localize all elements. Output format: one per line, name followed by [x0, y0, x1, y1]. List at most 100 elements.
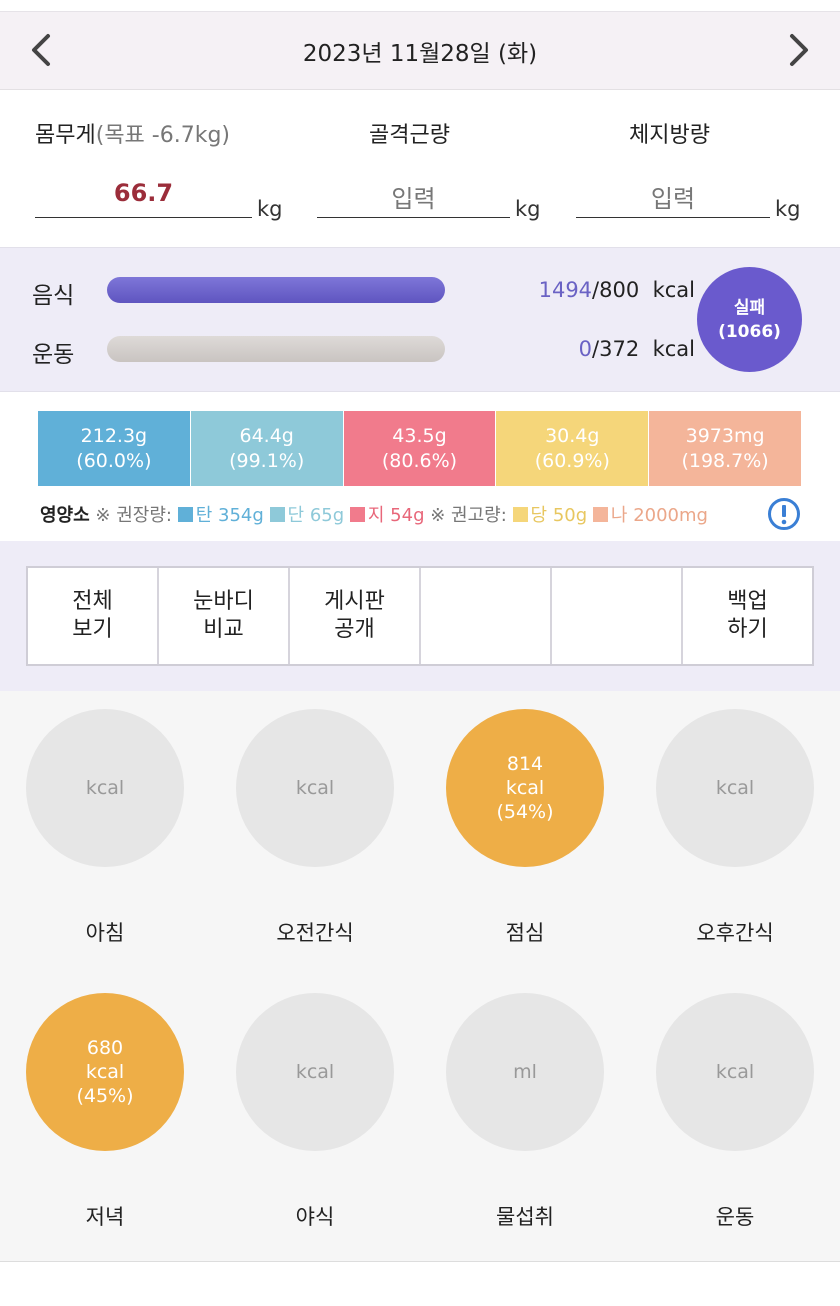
- carb-value: 212.3g: [80, 424, 148, 447]
- am-snack-label: 오전간식: [276, 921, 354, 945]
- sodium-value: 3973mg: [685, 424, 765, 447]
- protein-cell: 64.4g (99.1%): [190, 411, 344, 486]
- eye-body-compare-button[interactable]: 눈바디 비교: [159, 568, 290, 664]
- dinner-kcal-value: 680: [86, 1037, 124, 1059]
- carb-pct: (60.0%): [76, 449, 152, 472]
- exercise-meal-label: 운동: [715, 1205, 755, 1229]
- legend-sugar-swatch: [512, 507, 528, 522]
- weight-header: 몸무게(목표 -6.7kg): [35, 117, 230, 149]
- lunch-kcal-unit: kcal: [505, 777, 545, 799]
- food-target: /800: [592, 278, 640, 302]
- exercise-unit: kcal: [652, 337, 695, 361]
- legend-protein-swatch: [269, 507, 285, 522]
- food-current: 1494: [538, 278, 593, 302]
- am-snack-kcal: kcal: [295, 777, 335, 799]
- carb-cell: 212.3g (60.0%): [38, 411, 191, 486]
- exercise-calories: 0/372 kcal: [579, 337, 695, 361]
- dinner-label: 저녁: [85, 1205, 125, 1229]
- pm-snack-label: 오후간식: [696, 921, 774, 945]
- night-snack-circle[interactable]: kcal: [236, 993, 394, 1151]
- fat-unit: kg: [775, 197, 801, 221]
- nutrient-legend: 영양소 ※ 권장량: 탄 354g 단 65g 지 54g ※ 권고량: 당 5…: [40, 501, 708, 527]
- exercise-label: 운동: [32, 342, 75, 368]
- legend-advised: ※ 권고량:: [430, 505, 507, 526]
- nutrient-section: 212.3g (60.0%) 64.4g (99.1%) 43.5g (80.6%) …: [0, 393, 840, 541]
- info-circle-icon[interactable]: [767, 497, 801, 531]
- night-snack-kcal: kcal: [295, 1061, 335, 1083]
- breakfast-label: 아침: [85, 921, 125, 945]
- empty-button-1[interactable]: [421, 568, 552, 664]
- muscle-underline: [317, 217, 510, 218]
- meal-grid: kcal 아침 kcal 오전간식 814 kcal (54%) 점심 kcal…: [0, 691, 840, 1261]
- legend-recommended: ※ 권장량:: [95, 505, 172, 526]
- water-circle[interactable]: ml: [446, 993, 604, 1151]
- legend-protein: 단 65g: [287, 505, 345, 526]
- food-label: 음식: [32, 283, 75, 309]
- fat-field[interactable]: 입력: [650, 185, 696, 213]
- food-calories: 1494/800 kcal: [539, 278, 695, 302]
- legend-carb-swatch: [177, 507, 193, 522]
- backup-button[interactable]: 백업 하기: [683, 568, 812, 664]
- view-all-button[interactable]: 전체 보기: [28, 568, 159, 664]
- water-ml: ml: [513, 1061, 537, 1083]
- sodium-pct: (198.7%): [681, 449, 769, 472]
- fat-underline: [576, 217, 770, 218]
- exercise-circle[interactable]: kcal: [656, 993, 814, 1151]
- fat-pct: (80.6%): [381, 449, 458, 472]
- legend-fat-swatch: [349, 507, 365, 522]
- weight-label: 몸무게: [35, 123, 96, 148]
- protein-pct: (99.1%): [229, 449, 305, 472]
- exercise-current: 0: [578, 337, 593, 361]
- weight-unit: kg: [257, 197, 283, 221]
- pm-snack-circle[interactable]: kcal: [656, 709, 814, 867]
- weight-goal: (목표 -6.7kg): [95, 123, 231, 148]
- action-button-section: 전체 보기 눈바디 비교 게시판 공개 백업 하기: [0, 541, 840, 691]
- night-snack-label: 야식: [295, 1205, 335, 1229]
- chevron-left-icon: [32, 34, 50, 66]
- pm-snack-kcal: kcal: [715, 777, 755, 799]
- lunch-kcal-value: 814: [506, 753, 544, 775]
- next-day-button[interactable]: [778, 30, 818, 70]
- board-publish-button[interactable]: 게시판 공개: [290, 568, 421, 664]
- breakfast-kcal: kcal: [85, 777, 125, 799]
- legend-fat: 지 54g: [367, 505, 425, 526]
- food-progress-bar: [107, 277, 445, 303]
- lunch-circle[interactable]: 814 kcal (54%): [446, 709, 604, 867]
- muscle-label: 골격근량: [369, 123, 450, 148]
- exercise-kcal: kcal: [715, 1061, 755, 1083]
- legend-carb: 탄 354g: [195, 505, 264, 526]
- fat-cell: 43.5g (80.6%): [343, 411, 497, 486]
- lunch-label: 점심: [505, 921, 545, 945]
- body-metrics: 몸무게(목표 -6.7kg) 66.7 kg 골격근량 입력 kg 체지방량 입…: [0, 91, 840, 247]
- am-snack-circle[interactable]: kcal: [236, 709, 394, 867]
- prev-day-button[interactable]: [22, 30, 62, 70]
- legend-sugar: 당 50g: [530, 505, 588, 526]
- sugar-cell: 30.4g (60.9%): [496, 411, 650, 486]
- bottom-divider: [0, 1261, 840, 1262]
- breakfast-circle[interactable]: kcal: [26, 709, 184, 867]
- muscle-field[interactable]: 입력: [391, 185, 436, 213]
- weight-underline: [35, 217, 252, 218]
- dinner-kcal-unit: kcal: [85, 1061, 125, 1083]
- sodium-cell: 3973mg (198.7%): [649, 411, 801, 486]
- legend-sodium-swatch: [592, 507, 608, 522]
- lunch-kcal-pct: (54%): [496, 801, 554, 823]
- nutrient-bar[interactable]: 212.3g (60.0%) 64.4g (99.1%) 43.5g (80.6%) …: [38, 411, 801, 486]
- legend-title: 영양소: [40, 505, 90, 526]
- fat-value: 43.5g: [392, 424, 447, 447]
- badge-status: 실패: [733, 297, 766, 318]
- dinner-circle[interactable]: 680 kcal (45%): [26, 993, 184, 1151]
- empty-button-2[interactable]: [552, 568, 683, 664]
- sugar-value: 30.4g: [545, 424, 600, 447]
- fail-status-badge[interactable]: 실패 (1066): [697, 267, 802, 372]
- weight-field[interactable]: 66.7: [113, 179, 174, 207]
- date-header: 2023년 11월28일 (화): [0, 12, 840, 90]
- legend-sodium: 나 2000mg: [610, 505, 708, 526]
- top-status-strip: [0, 0, 840, 12]
- water-label: 물섭취: [496, 1205, 554, 1229]
- sugar-pct: (60.9%): [534, 449, 610, 472]
- muscle-unit: kg: [515, 197, 541, 221]
- badge-count: (1066): [718, 321, 781, 342]
- date-title[interactable]: 2023년 11월28일 (화): [302, 41, 538, 67]
- exercise-target: /372: [592, 337, 640, 361]
